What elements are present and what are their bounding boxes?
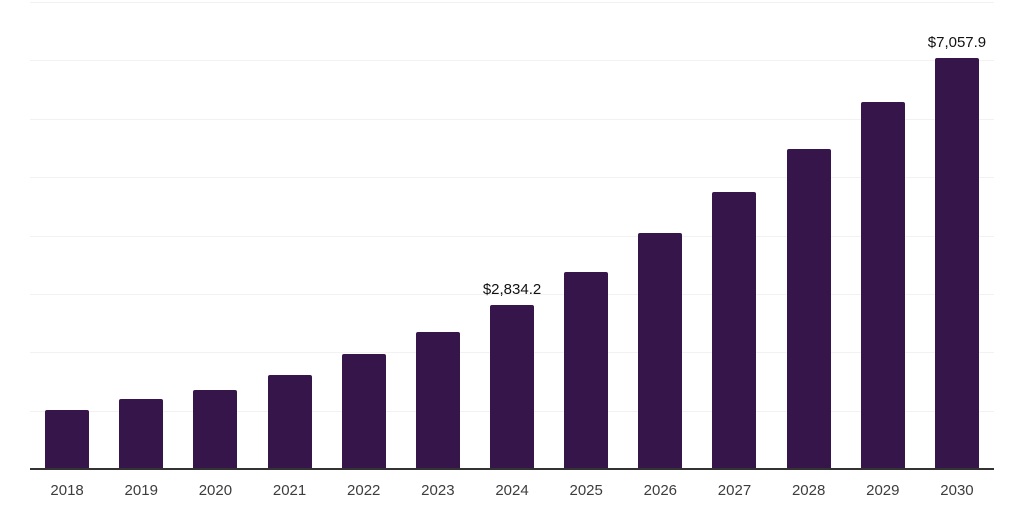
x-axis-line: [30, 468, 994, 470]
bar-2018: [45, 409, 90, 470]
x-tick-2027: 2027: [717, 482, 752, 499]
x-tick-2022: 2022: [347, 482, 381, 499]
bar-2027: [712, 192, 757, 470]
gridline-8000: [30, 2, 994, 3]
bar-band-2022: [327, 0, 401, 470]
x-tick-2028: 2028: [791, 482, 826, 499]
bar-2020: [193, 390, 238, 470]
x-tick-2019: 2019: [124, 482, 158, 499]
bar-band-2029: [846, 0, 920, 470]
bar-2023: [415, 331, 460, 470]
bar-2028: [786, 148, 831, 470]
bars-container: $2,834.2 $7,057.9: [30, 0, 994, 470]
bar-band-2028: [772, 0, 846, 470]
plot-area: $2,834.2 $7,057.9: [30, 0, 994, 470]
bar-band-2018: [30, 0, 104, 470]
x-tick-2020: 2020: [198, 482, 233, 499]
data-label-2024: $2,834.2: [482, 280, 542, 298]
bar-2025: [564, 271, 609, 470]
bar-band-2021: [252, 0, 326, 470]
bar-band-2023: [401, 0, 475, 470]
bar-2029: [860, 102, 905, 470]
bar-2022: [341, 353, 386, 470]
x-tick-2030: 2030: [940, 482, 974, 499]
bar-2030: [934, 58, 979, 470]
bar-band-2027: [697, 0, 771, 470]
x-tick-2023: 2023: [421, 482, 455, 499]
bar-band-2024: $2,834.2: [475, 0, 549, 470]
bar-2021: [267, 375, 312, 470]
data-label-2030: $7,057.9: [927, 34, 987, 51]
bar-band-2025: [549, 0, 623, 470]
x-tick-2021: 2021: [272, 482, 307, 499]
bar-2019: [119, 399, 164, 470]
bar-band-2020: [178, 0, 252, 470]
x-axis-labels: 2018 2019 2020 2021 2022 2023 2024 2025 2026 2027…: [30, 478, 994, 504]
x-tick-2024: 2024: [495, 482, 529, 499]
gridline-5000: [30, 177, 994, 179]
bar-2024: [490, 304, 535, 470]
gridline-6000: [30, 118, 994, 120]
x-tick-2026: 2026: [643, 482, 678, 499]
x-tick-2018: 2018: [50, 482, 84, 499]
bar-band-2026: [623, 0, 697, 470]
gridline-4000: [30, 235, 994, 237]
x-tick-2025: 2025: [569, 482, 603, 499]
gridline-3000: [30, 293, 994, 295]
bar-band-2019: [104, 0, 178, 470]
x-tick-2029: 2029: [866, 482, 900, 499]
bar-2026: [638, 233, 683, 470]
bar-band-2030: $7,057.9: [920, 0, 994, 470]
gridline-7000: [30, 60, 994, 62]
